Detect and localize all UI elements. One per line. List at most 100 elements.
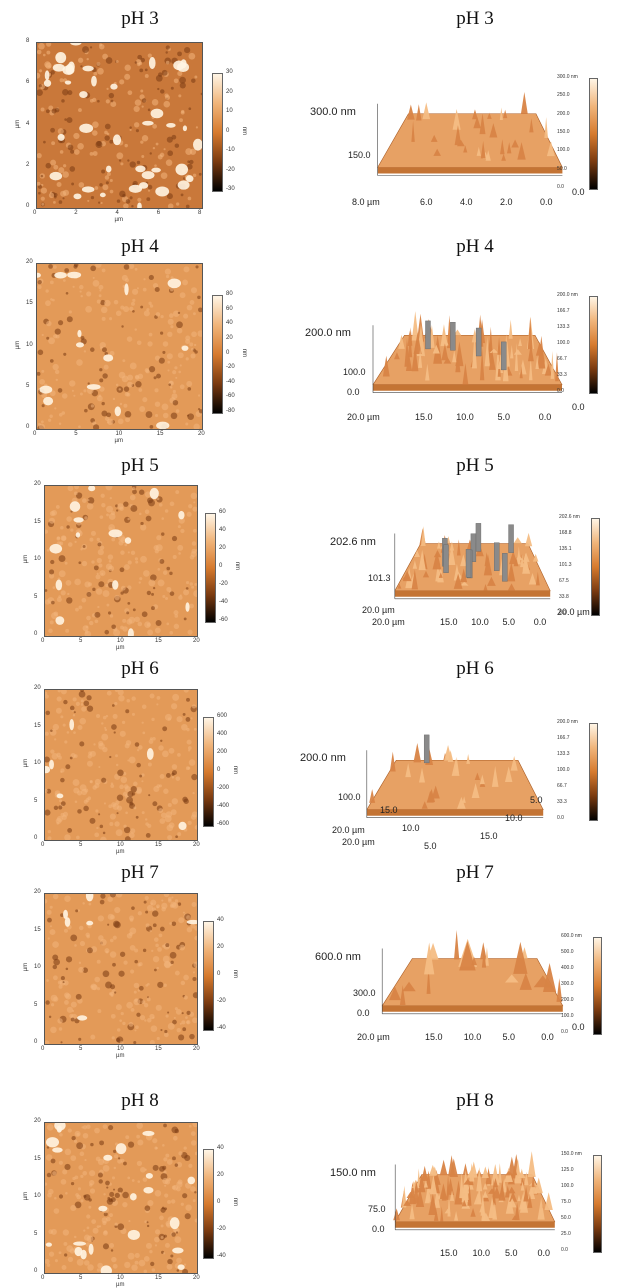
z-axis-max-label: 150.0 nm xyxy=(330,1166,376,1179)
surface-colorbar-tick: 50.0 xyxy=(557,165,567,172)
x-axis-tick-label: 5.0 xyxy=(424,841,437,851)
x-axis-tick-label: 5.0 xyxy=(502,617,516,627)
colorbar-tick-label: 80 xyxy=(226,291,233,297)
colorbar-tick-label: -20 xyxy=(226,166,235,173)
surface-colorbar-tick: 300.0 xyxy=(561,981,574,987)
surface-colorbar-tick: 133.3 xyxy=(557,324,570,330)
surface-colorbar-tick: 33.3 xyxy=(557,799,567,805)
colorbar-tick-label: -200 xyxy=(217,785,230,791)
afm-height-map xyxy=(44,1122,198,1274)
x-axis-far-label-2: 20.0 µm xyxy=(362,605,395,615)
x-axis-tick-label: 6.0 xyxy=(420,197,433,207)
afm-3d-surface xyxy=(350,720,560,835)
y-axis-unit: µm xyxy=(15,119,22,128)
y-axis-unit: µm xyxy=(15,340,22,349)
x-tick-label: 10 xyxy=(117,1046,124,1052)
x-axis-far-label: 20.0 µm xyxy=(357,1032,390,1042)
y-tick-label: 4 xyxy=(26,120,30,127)
x-tick-label: 2 xyxy=(74,210,78,216)
y-tick-label: 10 xyxy=(34,964,41,970)
x-tick-label: 4 xyxy=(115,210,119,216)
y-tick-label: 0 xyxy=(26,203,30,209)
panel-title-3d: pH 5 xyxy=(456,455,494,476)
z-axis-min-label: 0.0 xyxy=(357,1007,370,1018)
colorbar-unit: nm xyxy=(241,126,248,135)
surface-colorbar-tick: 166.7 xyxy=(557,735,570,741)
colorbar-tick-label: 10 xyxy=(226,108,233,114)
x-axis-unit: µm xyxy=(114,217,123,223)
x-axis-tick-label: 5.0 xyxy=(502,1032,516,1042)
surface-colorbar-tick: 50.0 xyxy=(561,1215,571,1221)
height-colorbar xyxy=(212,73,223,192)
colorbar-tick-label: 60 xyxy=(226,305,233,312)
surface-colorbar-tick: 200.0 nm xyxy=(557,719,578,725)
z-axis-mid-label: 75.0 xyxy=(368,1203,386,1214)
afm-3d-surface xyxy=(360,70,580,195)
y-tick-label: 20 xyxy=(34,889,41,895)
y-tick-label: 10 xyxy=(34,760,41,766)
surface-colorbar-tick: 100.0 xyxy=(557,147,570,154)
panel-title-3d: pH 8 xyxy=(456,1090,494,1111)
colorbar-tick-label: 20 xyxy=(226,88,233,95)
afm-height-map xyxy=(44,689,198,841)
x-axis-far-label: 20.0 µm xyxy=(342,837,375,847)
surface-colorbar-tick: 200.0 xyxy=(561,997,574,1003)
colorbar-tick-label: 0 xyxy=(217,1199,221,1205)
height-colorbar xyxy=(205,513,216,623)
x-tick-label: 0 xyxy=(41,1046,45,1052)
surface-colorbar-tick: 67.5 xyxy=(559,578,569,584)
colorbar-tick-label: 600 xyxy=(217,713,228,719)
colorbar-tick-label: 400 xyxy=(217,731,228,737)
y-axis-tick-label: 5.0 xyxy=(530,795,543,805)
x-tick-label: 20 xyxy=(193,1275,200,1281)
x-tick-label: 0 xyxy=(41,1275,45,1281)
x-tick-label: 6 xyxy=(156,210,161,216)
afm-height-map xyxy=(36,42,203,209)
colorbar-tick-label: 40 xyxy=(217,917,224,923)
colorbar-tick-label: -40 xyxy=(217,1025,226,1031)
x-axis-tick-label: 15.0 xyxy=(415,412,433,422)
height-colorbar xyxy=(203,1149,214,1259)
x-tick-label: 20 xyxy=(193,1046,200,1052)
x-tick-label: 0 xyxy=(41,842,45,848)
surface-colorbar xyxy=(589,723,598,821)
surface-colorbar-tick: 135.1 xyxy=(559,546,572,552)
surface-colorbar xyxy=(589,78,598,190)
y-tick-label: 0 xyxy=(34,631,38,637)
y-tick-label: 6 xyxy=(26,79,30,86)
surface-colorbar xyxy=(593,937,602,1035)
x-axis-far-label-2: 20.0 µm xyxy=(332,825,365,835)
surface-colorbar-tick: 500.0 xyxy=(561,949,574,955)
x-tick-label: 8 xyxy=(198,210,202,216)
surface-colorbar-tick: 200.0 xyxy=(557,110,570,117)
surface-colorbar-tick: 400.0 xyxy=(561,965,574,971)
x-tick-label: 5 xyxy=(79,1046,83,1052)
z-axis-mid-label: 101.3 xyxy=(368,572,391,583)
panel-title-2d: pH 5 xyxy=(121,455,159,476)
x-tick-label: 10 xyxy=(117,1275,124,1281)
x-tick-label: 10 xyxy=(115,431,123,437)
colorbar-unit: nm xyxy=(232,1197,239,1207)
x-axis-tick-label: 0.0 xyxy=(537,1248,551,1258)
z-axis-mid-label: 300.0 xyxy=(353,987,376,998)
colorbar-unit: nm xyxy=(241,348,248,357)
colorbar-tick-label: 0 xyxy=(226,349,230,356)
x-axis-far-label: 20.0 µm xyxy=(372,617,405,627)
x-axis-tick-label: 15.0 xyxy=(380,805,398,815)
y-tick-label: 0 xyxy=(34,1039,38,1045)
panel-title-2d: pH 7 xyxy=(121,862,159,883)
x-axis-tick-label: 10.0 xyxy=(402,823,420,833)
panel-title-3d: pH 6 xyxy=(456,658,494,679)
y-axis-unit: µm xyxy=(23,758,30,768)
y-tick-label: 5 xyxy=(34,1230,38,1237)
surface-colorbar-tick: 166.7 xyxy=(557,308,570,314)
surface-colorbar-tick: 202.6 nm xyxy=(559,514,580,520)
x-tick-label: 15 xyxy=(155,1046,162,1052)
afm-3d-surface xyxy=(365,920,580,1030)
colorbar-tick-label: 20 xyxy=(217,944,224,950)
surface-colorbar-tick: 0.0 xyxy=(561,1247,568,1253)
y-axis-unit: µm xyxy=(23,554,30,564)
colorbar-unit: nm xyxy=(234,561,241,571)
y-axis-unit: µm xyxy=(23,1191,30,1201)
z-axis-min-label: 0.0 xyxy=(347,386,360,397)
